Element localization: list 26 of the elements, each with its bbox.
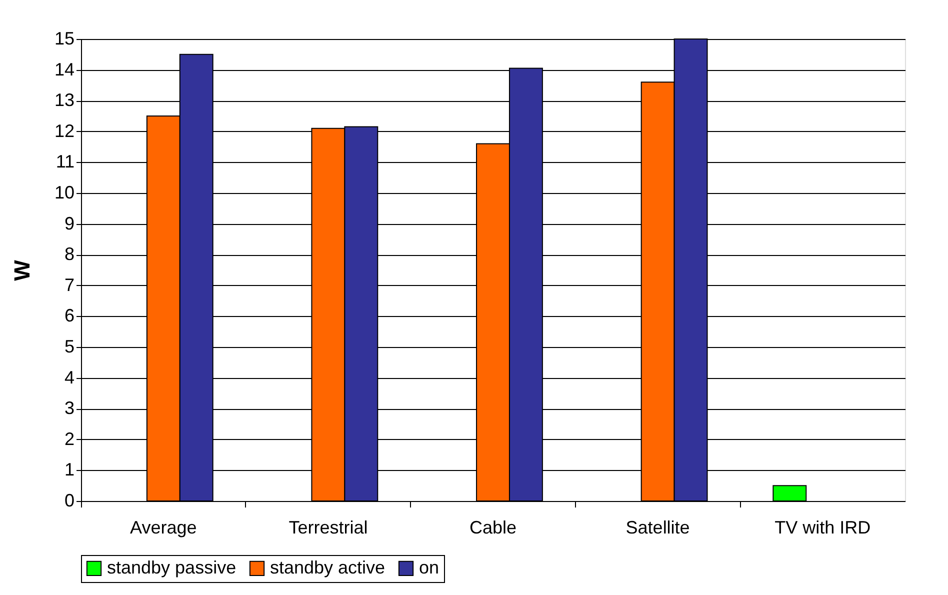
y-axis-title: W <box>9 260 34 281</box>
y-tick-label: 9 <box>64 213 74 234</box>
legend-label: standby active <box>270 557 386 578</box>
y-tick-label: 6 <box>64 306 74 326</box>
y-tick-label: 14 <box>54 59 74 80</box>
y-tick-label: 15 <box>54 28 74 48</box>
x-tick-label: Satellite <box>626 518 690 538</box>
y-tick-label: 0 <box>64 490 74 510</box>
y-tick-label: 13 <box>54 90 74 110</box>
y-tick-label: 10 <box>54 182 74 202</box>
x-tick-label: TV with IRD <box>774 518 871 538</box>
y-tick-label: 8 <box>64 244 74 264</box>
x-tick-label: Cable <box>469 518 517 538</box>
y-tick-label: 11 <box>56 152 74 172</box>
y-tick-label: 1 <box>64 460 74 480</box>
x-tick-label: Terrestrial <box>288 518 368 538</box>
y-tick-label: 2 <box>64 428 74 449</box>
y-tick-label: 3 <box>64 398 74 418</box>
y-tick-label: 7 <box>64 274 74 295</box>
legend-label: standby passive <box>107 557 236 578</box>
y-tick-label: 4 <box>64 367 74 388</box>
y-tick-label: 5 <box>64 336 74 356</box>
legend-label: on <box>419 557 440 578</box>
x-tick-label: Average <box>130 518 197 538</box>
bar <box>772 485 807 502</box>
y-tick-label: 12 <box>54 120 74 141</box>
